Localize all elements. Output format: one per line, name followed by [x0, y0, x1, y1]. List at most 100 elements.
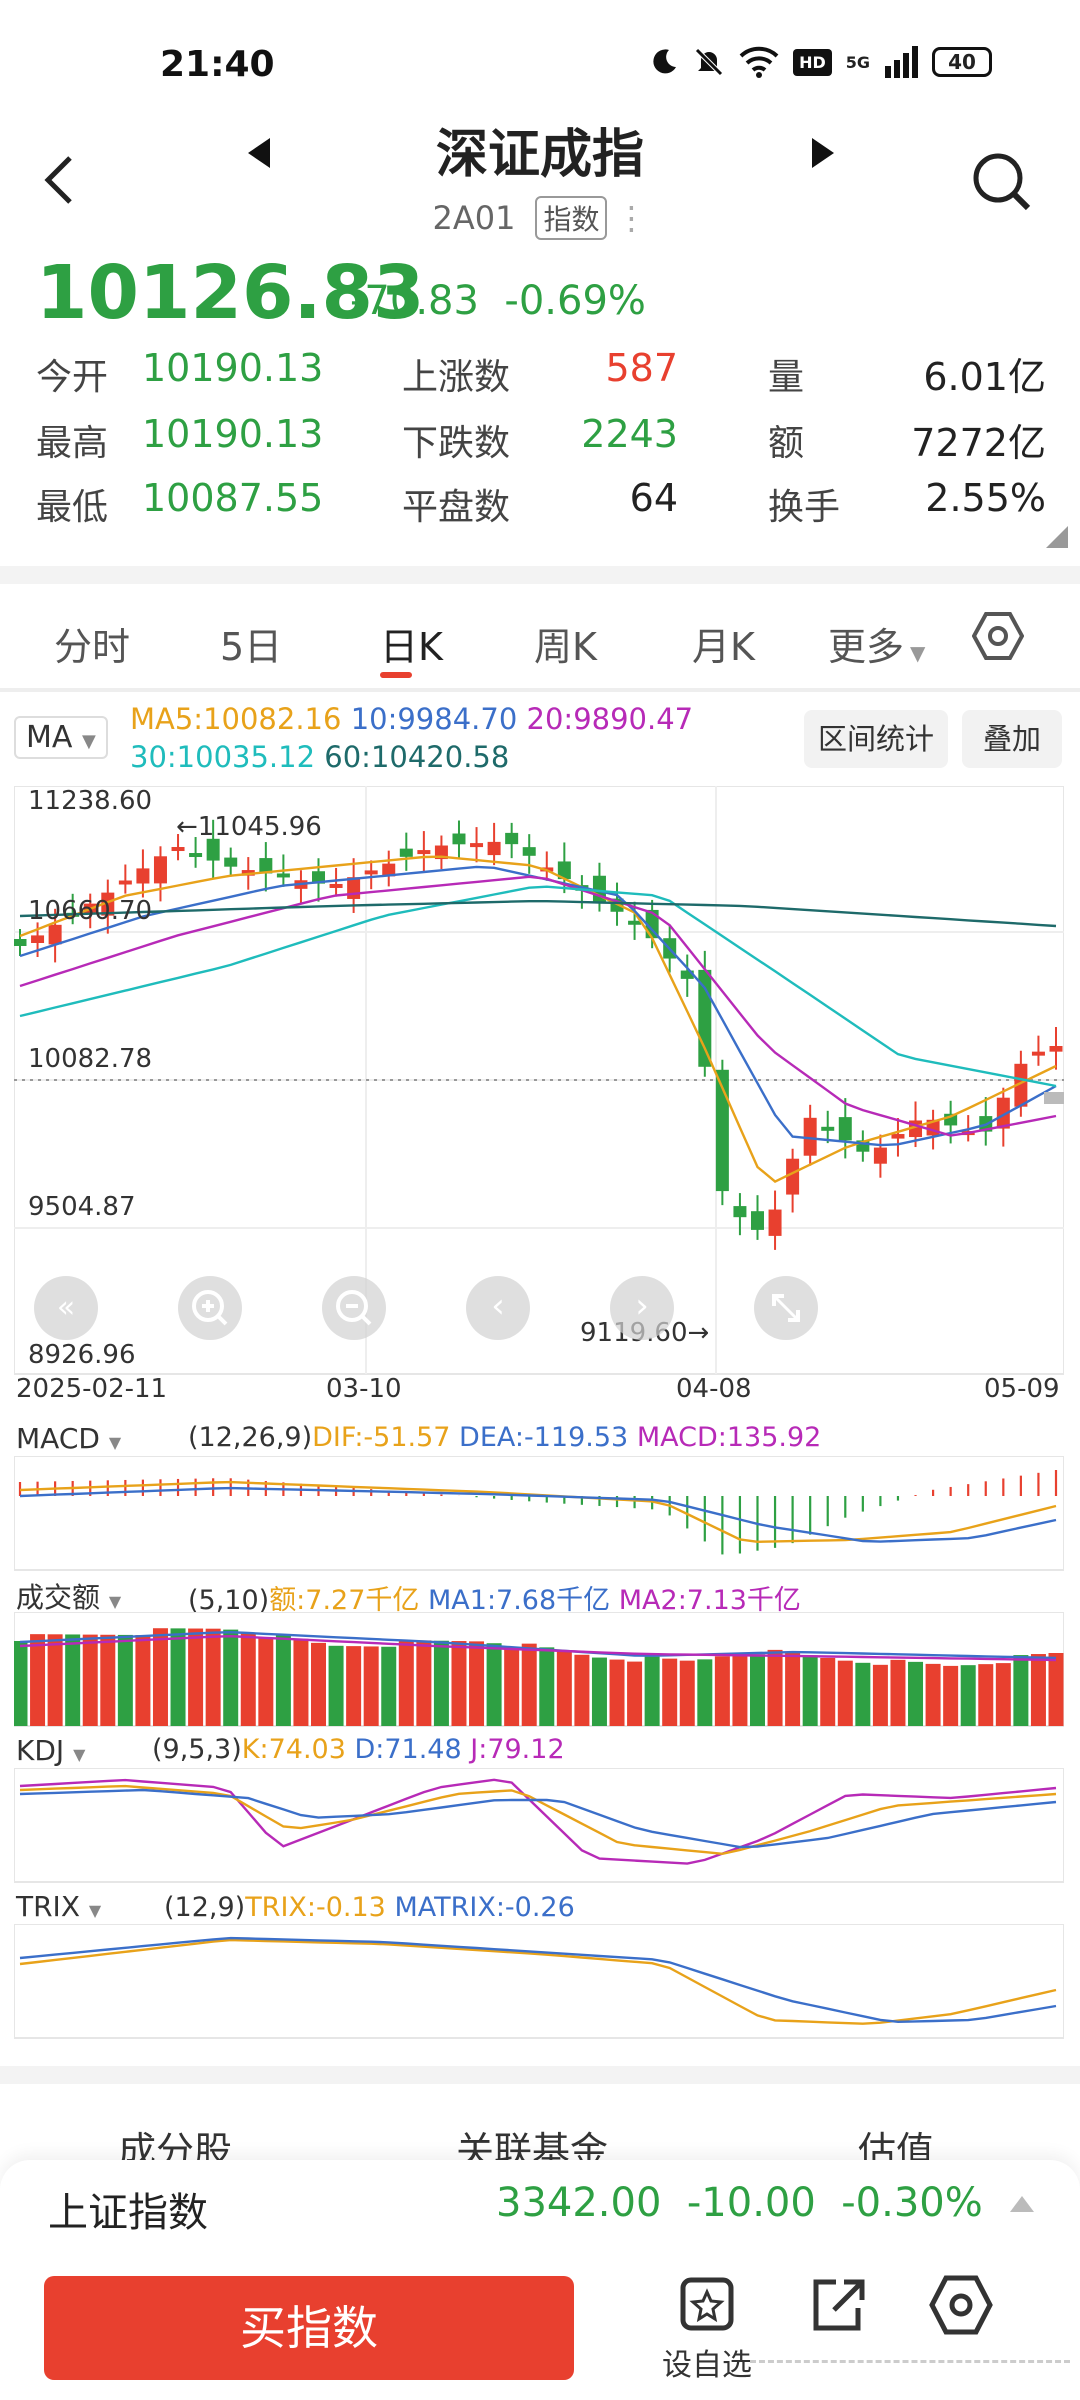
back-icon[interactable]	[40, 150, 80, 210]
volume-bar	[117, 1634, 133, 1726]
macd-chart[interactable]	[14, 1456, 1064, 1572]
volume-selector[interactable]: 成交额 ▼	[16, 1576, 122, 1616]
volume-bar	[521, 1643, 537, 1726]
kdj-params: (9,5,3)	[152, 1734, 242, 1765]
trix-values: (12,9)TRIX:-0.13 MATRIX:-0.26	[164, 1892, 575, 1923]
signal-icon	[885, 46, 918, 78]
related-index-pct: -0.30%	[841, 2180, 983, 2226]
volume-bar	[662, 1658, 678, 1726]
buy-index-button[interactable]: 买指数	[44, 2276, 574, 2380]
ma-selector[interactable]: MA ▼	[14, 716, 108, 759]
volume-bar	[258, 1637, 274, 1726]
volume-bar	[47, 1634, 63, 1726]
scroll-left-fast-button[interactable]: «	[34, 1276, 98, 1340]
kdj-k: K:74.03	[241, 1734, 346, 1765]
tab-5day[interactable]: 5日	[220, 625, 283, 669]
caret-up-icon[interactable]	[1010, 2196, 1034, 2212]
volume-bar	[925, 1663, 941, 1726]
volume-bar	[240, 1633, 256, 1726]
candle-body	[224, 857, 238, 867]
kdj-selector[interactable]: KDJ ▼	[16, 1734, 86, 1767]
network-type: 5G	[845, 52, 870, 72]
ma30-line	[19, 885, 1057, 1088]
tab-daily-k[interactable]: 日K	[380, 625, 443, 669]
scroll-right-button[interactable]: ›	[610, 1276, 674, 1340]
share-icon[interactable]	[806, 2274, 868, 2336]
fullscreen-button[interactable]	[754, 1276, 818, 1340]
kdj-chart[interactable]	[14, 1768, 1064, 1884]
candle-body	[873, 1147, 887, 1164]
chevron-down-icon: ▼	[73, 1745, 86, 1764]
candle-body	[136, 868, 150, 884]
ma20-line	[19, 875, 1057, 1137]
overlay-button[interactable]: 叠加	[962, 710, 1062, 768]
candle-body	[821, 1126, 835, 1131]
candle-body	[312, 871, 326, 884]
related-index-value: 3342.00	[496, 2180, 662, 2226]
zoom-out-button[interactable]	[322, 1276, 386, 1340]
volume-bar	[820, 1657, 836, 1726]
y-axis-label: 10082.78	[28, 1044, 153, 1074]
macd-selector[interactable]: MACD ▼	[16, 1422, 122, 1455]
range-stats-button[interactable]: 区间统计	[804, 710, 948, 768]
volume-bar	[100, 1634, 116, 1726]
macd-value: MACD:135.92	[636, 1422, 822, 1453]
stat-label: 额	[768, 423, 805, 464]
volume-values: (5,10)额:7.27千亿 MA1:7.68千亿 MA2:7.13千亿	[188, 1578, 801, 1617]
volume-bar	[785, 1652, 801, 1726]
more-dots-icon[interactable]: ⋮	[615, 199, 648, 237]
related-index-name[interactable]: 上证指数	[48, 2190, 208, 2236]
kdj-d: D:71.48	[354, 1734, 462, 1765]
zoom-in-button[interactable]	[178, 1276, 242, 1340]
change-value: -70.83	[350, 278, 479, 324]
stat-value: 10190.13	[142, 346, 324, 390]
scroll-left-button[interactable]: ‹	[466, 1276, 530, 1340]
zoom-in-icon	[192, 1290, 228, 1326]
expand-corner-icon[interactable]	[1046, 526, 1068, 548]
volume-bar	[960, 1665, 976, 1726]
period-tabs: 分时 5日 日K 周K 月K 更多 ▼	[0, 590, 1080, 690]
prev-stock-icon[interactable]	[244, 136, 274, 170]
trix-selector[interactable]: TRIX ▼	[16, 1890, 102, 1923]
volume-chart[interactable]	[14, 1612, 1064, 1728]
tab-more[interactable]: 更多 ▼	[828, 616, 925, 671]
vol-ma2-line	[19, 1634, 1057, 1662]
tab-weekly-k[interactable]: 周K	[534, 625, 597, 669]
volume-bar	[188, 1628, 204, 1726]
settings-icon[interactable]	[928, 2274, 994, 2336]
candle-body	[733, 1206, 747, 1218]
volume-bar	[398, 1640, 414, 1726]
search-icon[interactable]	[970, 150, 1034, 214]
settings-hex-icon[interactable]	[972, 610, 1024, 662]
volume-bar	[872, 1664, 888, 1726]
candle-body	[399, 848, 413, 857]
ma60-value: 60:10420.58	[324, 740, 510, 774]
candle-body	[1031, 1051, 1045, 1056]
macd-dif: DIF:-51.57	[312, 1422, 451, 1453]
next-stock-icon[interactable]	[808, 136, 838, 170]
candle-body	[276, 873, 290, 878]
volume-bar	[609, 1659, 625, 1726]
candle-body	[1014, 1063, 1028, 1107]
add-favorite-button[interactable]: 设自选	[658, 2274, 756, 2384]
candle-body	[628, 920, 642, 925]
x-axis-label: 05-09	[984, 1374, 1060, 1404]
tab-monthly-k[interactable]: 月K	[692, 625, 755, 669]
candle-body	[347, 877, 361, 899]
kline-chart[interactable]	[14, 786, 1064, 1376]
volume-bar	[556, 1651, 572, 1726]
kdj-values: (9,5,3)K:74.03 D:71.48 J:79.12	[152, 1734, 565, 1765]
volume-bar	[469, 1641, 485, 1726]
candle-body	[206, 838, 220, 861]
volume-bar	[416, 1640, 432, 1726]
trix-chart[interactable]	[14, 1924, 1064, 2040]
tab-intraday[interactable]: 分时	[54, 625, 131, 669]
y-axis-label-min: 8926.96	[28, 1340, 136, 1370]
volume-bar	[451, 1641, 467, 1726]
add-favorite-icon	[680, 2277, 734, 2331]
ma-values-row1: MA5:10082.16 10:9984.70 20:9890.47	[130, 702, 693, 736]
volume-bar	[30, 1634, 46, 1726]
volume-bar	[697, 1659, 713, 1726]
chevron-down-icon: ▼	[108, 1592, 122, 1611]
stat-value: 7272亿	[911, 421, 1046, 465]
